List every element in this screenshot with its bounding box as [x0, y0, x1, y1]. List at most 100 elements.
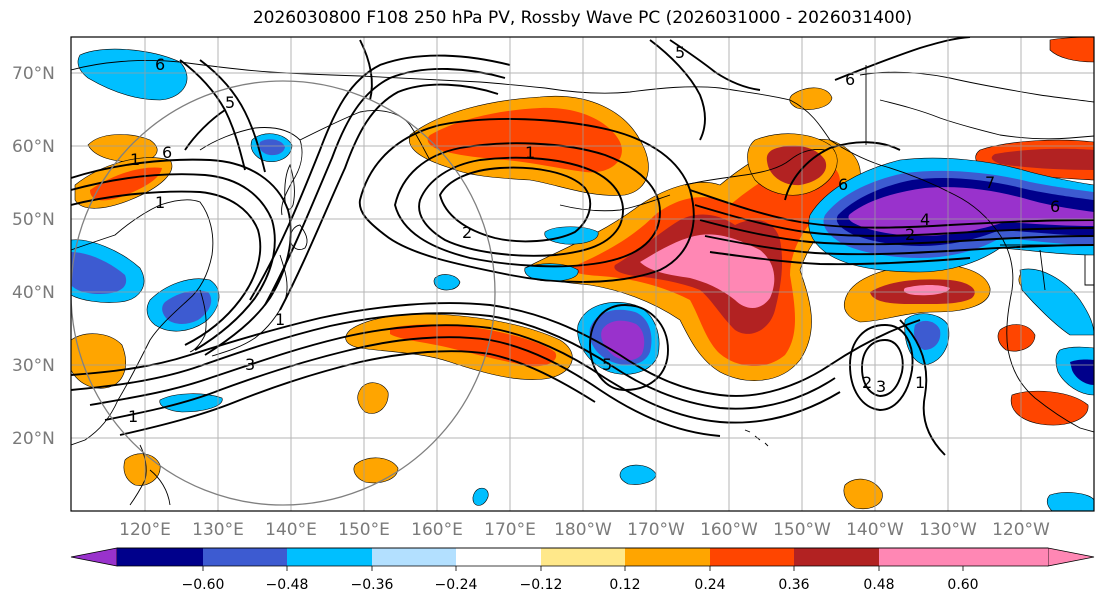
map-title: 2026030800 F108 250 hPa PV, Rossby Wave … [252, 8, 913, 28]
contour-jet-1 [71, 302, 921, 397]
colorbar-tick-label: 0.60 [947, 577, 978, 593]
contour-label: 5 [225, 93, 235, 112]
lon-label-150e: 150°E [338, 520, 390, 540]
colorbar-tick-label: −0.24 [435, 577, 478, 593]
contour-jet-3 [89, 324, 841, 424]
contour-east-3 [699, 219, 1094, 246]
pv-contours [71, 37, 1094, 456]
contour-east-4 [704, 235, 1094, 256]
contour-bering-loop-4 [438, 166, 592, 243]
latitude-labels: 70°N 60°N 50°N 40°N 30°N 20°N [12, 64, 55, 449]
contour-label: 5 [675, 43, 685, 62]
positive-anomaly-alaska-core [766, 145, 827, 186]
negative-anomaly-west-coast-1-core [914, 320, 941, 350]
map-layers: 6 5 1 6 1 1 2 5 6 6 7 4 2 6 1 3 5 3 2 1 … [71, 37, 1094, 511]
positive-anomaly-subtropics-2 [353, 457, 399, 484]
colorbar-tick-label: 0.48 [863, 577, 894, 593]
negative-anomaly-midpacific [524, 263, 579, 282]
positive-anomaly-subtropics-1 [357, 382, 389, 414]
colorbar-segment-pink [963, 548, 1048, 566]
contour-north-pole-5 [669, 39, 761, 91]
negative-anomaly-china-core [71, 252, 127, 294]
lat-label-20n: 20°N [12, 429, 55, 449]
asia-coastline [71, 199, 214, 446]
positive-anomaly-canada-core [991, 148, 1094, 170]
colorbar-tick-label: 0.36 [778, 577, 809, 593]
colorbar-tick-label: −0.36 [351, 577, 394, 593]
contour-alaska-low [649, 39, 706, 141]
contour-label: 1 [525, 143, 535, 162]
radius-circle [71, 80, 496, 506]
philippines-coastline [149, 469, 171, 506]
longitude-labels: 120°E 130°E 140°E 150°E 160°E 170°E 180°… [119, 520, 1050, 540]
contour-east-1 [689, 189, 1094, 229]
contour-jet-4 [104, 336, 721, 437]
rockies-border [1039, 249, 1094, 291]
contour-label: 6 [838, 175, 848, 194]
contour-arc-ridge-2 [264, 67, 506, 306]
negative-anomaly-siberia [77, 48, 188, 101]
contour-canada-6 [834, 37, 971, 81]
contour-gulf-trough [784, 141, 901, 201]
colorbar-segment [541, 548, 625, 566]
gridlines [71, 37, 1094, 511]
lat-label-70n: 70°N [12, 64, 55, 84]
negative-anomaly-subtropic-east [619, 464, 657, 485]
lat-label-40n: 40°N [12, 283, 55, 303]
colorbar: −0.60 −0.48 −0.36 −0.24 −0.12 0.12 0.24 … [70, 547, 1095, 593]
positive-anomaly-arctic-2 [1049, 37, 1094, 63]
lon-label-130w: 130°W [919, 520, 977, 540]
contour-label: 1 [275, 310, 285, 329]
contour-label: 5 [602, 355, 612, 374]
colorbar-left-extension [70, 547, 118, 567]
contour-arctic-1 [359, 39, 373, 101]
contour-arc-ridge-3 [279, 83, 499, 311]
colorbar-right-extension [1047, 547, 1095, 567]
lon-label-180w: 180°W [554, 520, 612, 540]
contour-label: 6 [155, 55, 165, 74]
coastlines [71, 59, 1094, 506]
contour-west-coast-low-1 [849, 324, 914, 411]
lat-label-50n: 50°N [12, 210, 55, 230]
lon-label-170e: 170°E [484, 520, 536, 540]
lon-label-150w: 150°W [773, 520, 831, 540]
contour-label: 6 [162, 143, 172, 162]
colorbar-tick-label: 0.12 [609, 577, 640, 593]
lon-label-120e: 120°E [119, 520, 171, 540]
contour-label: 4 [920, 210, 930, 229]
siberia-coastline [71, 59, 546, 89]
canada-interior [879, 99, 1094, 140]
colorbar-segment-last [879, 548, 963, 566]
lon-label-140w: 140°W [846, 520, 904, 540]
contour-label: 7 [985, 173, 995, 192]
negative-anomaly-japan-core [162, 290, 212, 324]
alaska-south-coast [684, 149, 826, 186]
lat-label-30n: 30°N [12, 356, 55, 376]
colorbar-segment [372, 548, 456, 566]
alaska-coastline [544, 86, 1001, 236]
map-frame [70, 36, 1095, 512]
lon-label-120w: 120°W [992, 520, 1050, 540]
contour-north-2 [71, 173, 276, 351]
contour-label: 3 [245, 355, 255, 374]
negative-anomaly-southwest-us-core [1070, 359, 1094, 385]
positive-anomaly-arctic-1 [789, 87, 833, 110]
colorbar-segment [117, 548, 203, 566]
colorbar-tick-label: −0.12 [520, 577, 563, 593]
colorbar-ticks [202, 566, 964, 571]
contour-bering-loop-3 [418, 156, 624, 257]
positive-anomaly-okhotsk [87, 134, 158, 163]
contour-label: 2 [905, 225, 915, 244]
colorbar-tick-label: −0.48 [266, 577, 309, 593]
positive-anomaly-china-coast [71, 333, 126, 389]
contour-label: 6 [1050, 197, 1060, 216]
contour-label: 1 [130, 150, 140, 169]
contour-bering-loop-1 [358, 118, 695, 283]
negative-anomaly-philippine [159, 393, 223, 413]
negative-anomaly-gulf-of-alaska-core [848, 187, 1094, 236]
lon-label-160e: 160°E [411, 520, 463, 540]
contour-label: 6 [845, 70, 855, 89]
lon-label-140e: 140°E [265, 520, 317, 540]
negative-anomaly-tropics-east [1046, 492, 1094, 511]
lon-label-160w: 160°W [700, 520, 758, 540]
